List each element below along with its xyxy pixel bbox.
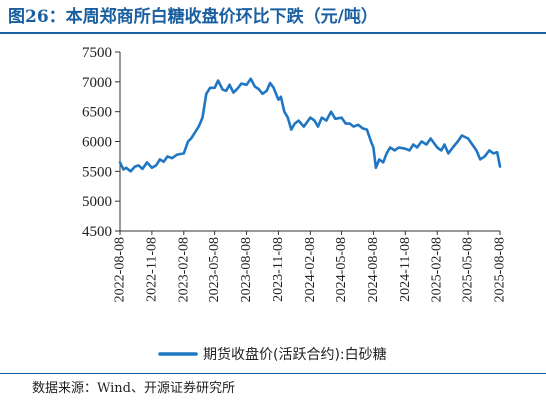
x-tick-label: 2025-02-08 [430,237,445,302]
x-axis: 2022-08-08 2022-11-08 2023-02-08 2023-05-08… [113,230,508,302]
y-axis: 4500 5000 5500 6000 6500 7000 7500 [82,45,121,240]
y-tick-label: 4500 [82,224,112,240]
x-tick-label: 2024-05-08 [334,237,349,302]
x-tick-label: 2024-11-08 [398,237,413,302]
series-line [118,77,502,173]
x-tick-label: 2023-08-08 [239,237,254,302]
x-tick-label: 2023-05-08 [207,237,222,302]
figure-title: 图26：本周郑商所白糖收盘价环比下跌（元/吨） [8,7,378,27]
y-tick-label: 7500 [82,45,112,61]
y-tick-label: 7000 [82,75,112,91]
x-tick-label: 2024-02-08 [303,237,318,302]
y-tick-label: 5000 [82,194,112,210]
y-tick-label: 6000 [82,135,112,151]
x-tick-label: 2025-08-08 [493,237,508,302]
y-tick-label: 6500 [82,105,112,121]
source-note: 数据来源：Wind、开源证券研究所 [32,381,235,396]
x-tick-label: 2025-05-08 [461,237,476,302]
series-layer [118,77,502,173]
x-tick-label: 2024-08-08 [366,237,381,302]
x-tick-label: 2023-11-08 [271,237,286,302]
x-tick-label: 2022-11-08 [144,237,159,302]
source-rule [0,373,546,374]
title-rule [0,32,546,34]
legend-label: 期货收盘价(活跃合约):白砂糖 [203,346,387,363]
legend: 期货收盘价(活跃合约):白砂糖 [158,346,387,363]
x-tick-label: 2023-02-08 [176,237,191,302]
x-tick-label: 2022-08-08 [113,237,128,302]
y-tick-label: 5500 [82,164,112,180]
